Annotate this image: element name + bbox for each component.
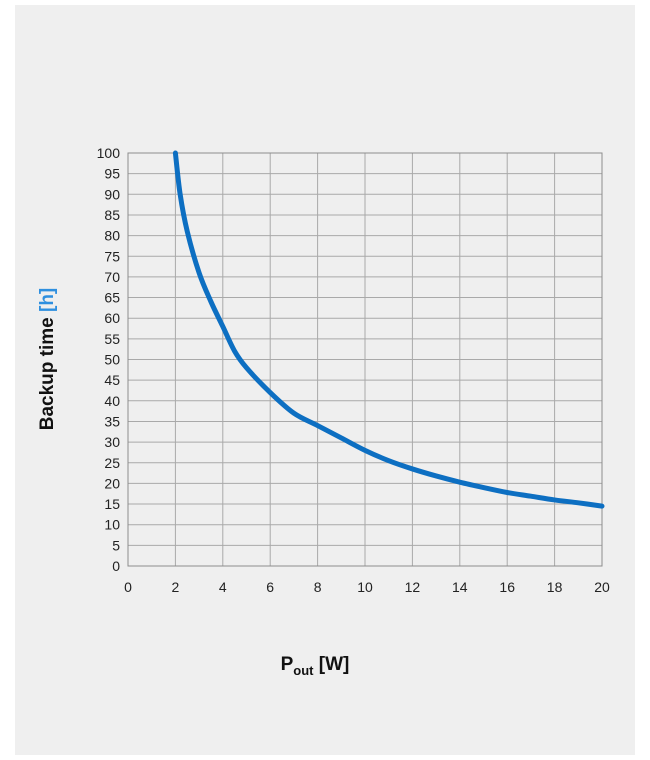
y-tick-label: 65 [104,290,120,306]
y-tick-label: 40 [104,393,120,409]
y-tick-label: 25 [104,455,120,471]
x-tick-label: 4 [219,579,227,595]
y-tick-label: 70 [104,269,120,285]
y-tick-label: 30 [104,434,120,450]
y-tick-label: 90 [104,186,120,202]
y-tick-label: 15 [104,496,120,512]
x-tick-label: 2 [172,579,180,595]
y-tick-label: 45 [104,372,120,388]
x-tick-label: 14 [452,579,468,595]
x-tick-label: 6 [266,579,274,595]
x-axis-title-sub: out [293,663,314,678]
y-tick-label: 35 [104,413,120,429]
y-axis-title-text: Backup time [37,317,58,430]
x-tick-label: 16 [499,579,515,595]
x-tick-label: 18 [547,579,563,595]
x-tick-label: 0 [124,579,132,595]
y-tick-label: 20 [104,475,120,491]
chart-panel: 0 5 10 15 20 25 30 35 40 45 50 55 60 65 70 75 80 85 90 95 10… [15,5,635,755]
x-axis-title-main: P [281,654,294,675]
plot-frame [127,152,603,567]
x-tick-labels: 0 2 4 6 8 10 12 14 16 18 20 [124,579,610,595]
y-axis-unit: [h] [37,288,58,312]
backup-time-chart: 0510152025303540455055606570758085909510… [37,145,610,678]
y-tick-label: 55 [104,331,120,347]
x-tick-label: 20 [594,579,610,595]
x-axis-title: Pout [W] [281,654,350,678]
x-tick-label: 8 [314,579,322,595]
series-line [172,150,605,509]
x-tick-label: 10 [357,579,373,595]
y-tick-label: 0 [112,558,120,574]
x-axis-title-unit: [W] [319,654,350,675]
y-tick-label: 75 [104,248,120,264]
y-tick-label: 60 [104,310,120,326]
y-tick-label: 5 [112,537,120,553]
y-tick-label: 50 [104,352,120,368]
y-tick-label: 10 [104,517,120,533]
y-tick-labels: 0 5 10 15 20 25 30 35 40 45 50 55 60 65 70 75 80 85 90 95 10… [97,145,121,574]
y-tick-label: 85 [104,207,120,223]
y-axis-title: Backup time [h] [37,288,58,431]
y-tick-label: 80 [104,228,120,244]
x-tick-label: 12 [405,579,421,595]
y-tick-label: 100 [97,145,121,161]
y-tick-label: 95 [104,166,120,182]
grid [127,152,603,567]
